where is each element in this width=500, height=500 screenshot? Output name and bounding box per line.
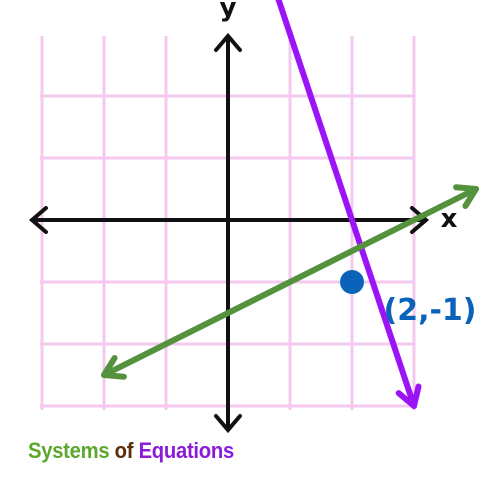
x-axis-label: x <box>441 204 458 234</box>
intersection-point <box>340 270 364 294</box>
green-line <box>101 184 479 380</box>
caption: Systems of Equations <box>28 438 234 464</box>
green-line-arrowhead <box>453 184 479 209</box>
caption-systems: Systems <box>28 438 110 463</box>
caption-equations: Equations <box>138 438 235 463</box>
purple-line-arrowhead <box>395 383 422 409</box>
y-axis <box>214 32 242 434</box>
green-line-arrowhead <box>101 355 127 380</box>
y-axis-label: y <box>220 0 237 23</box>
equation-lines <box>101 0 479 409</box>
purple-line <box>275 0 422 409</box>
caption-of: of <box>109 438 139 463</box>
intersection-label: (2,-1) <box>383 293 476 328</box>
